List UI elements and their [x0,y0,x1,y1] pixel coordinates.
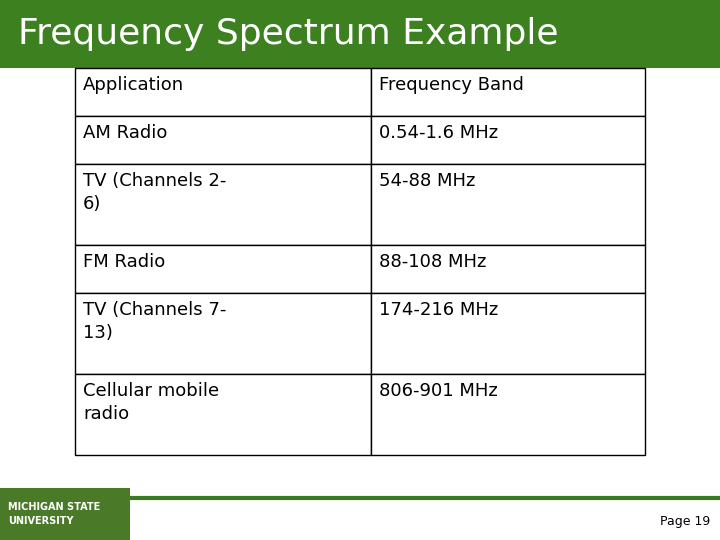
Text: Frequency Spectrum Example: Frequency Spectrum Example [18,17,559,51]
Text: Application: Application [83,76,184,94]
Text: 806-901 MHz: 806-901 MHz [379,382,498,400]
Text: AM Radio: AM Radio [83,124,167,142]
Bar [75,245,372,293]
Text: 0.54-1.6 MHz: 0.54-1.6 MHz [379,124,498,142]
Bar [75,68,372,116]
Text: TV (Channels 2-
6): TV (Channels 2- 6) [83,172,226,213]
Bar [75,164,372,245]
Text: Frequency Band: Frequency Band [379,76,524,94]
Text: FM Radio: FM Radio [83,253,166,271]
Bar [75,374,372,455]
Bar [75,116,372,164]
Text: TV (Channels 7-
13): TV (Channels 7- 13) [83,301,226,342]
Bar [372,68,645,116]
Bar [0,0,720,68]
Bar [372,164,645,245]
Text: Cellular mobile
radio: Cellular mobile radio [83,382,219,423]
Bar [0,488,130,540]
Bar [372,293,645,374]
Text: 88-108 MHz: 88-108 MHz [379,253,487,271]
Bar [372,245,645,293]
Text: Page 19: Page 19 [660,516,710,529]
Bar [372,116,645,164]
Text: 54-88 MHz: 54-88 MHz [379,172,476,190]
Text: MICHIGAN STATE
UNIVERSITY: MICHIGAN STATE UNIVERSITY [8,502,100,526]
Bar [75,293,372,374]
Bar [372,374,645,455]
Text: 174-216 MHz: 174-216 MHz [379,301,499,319]
